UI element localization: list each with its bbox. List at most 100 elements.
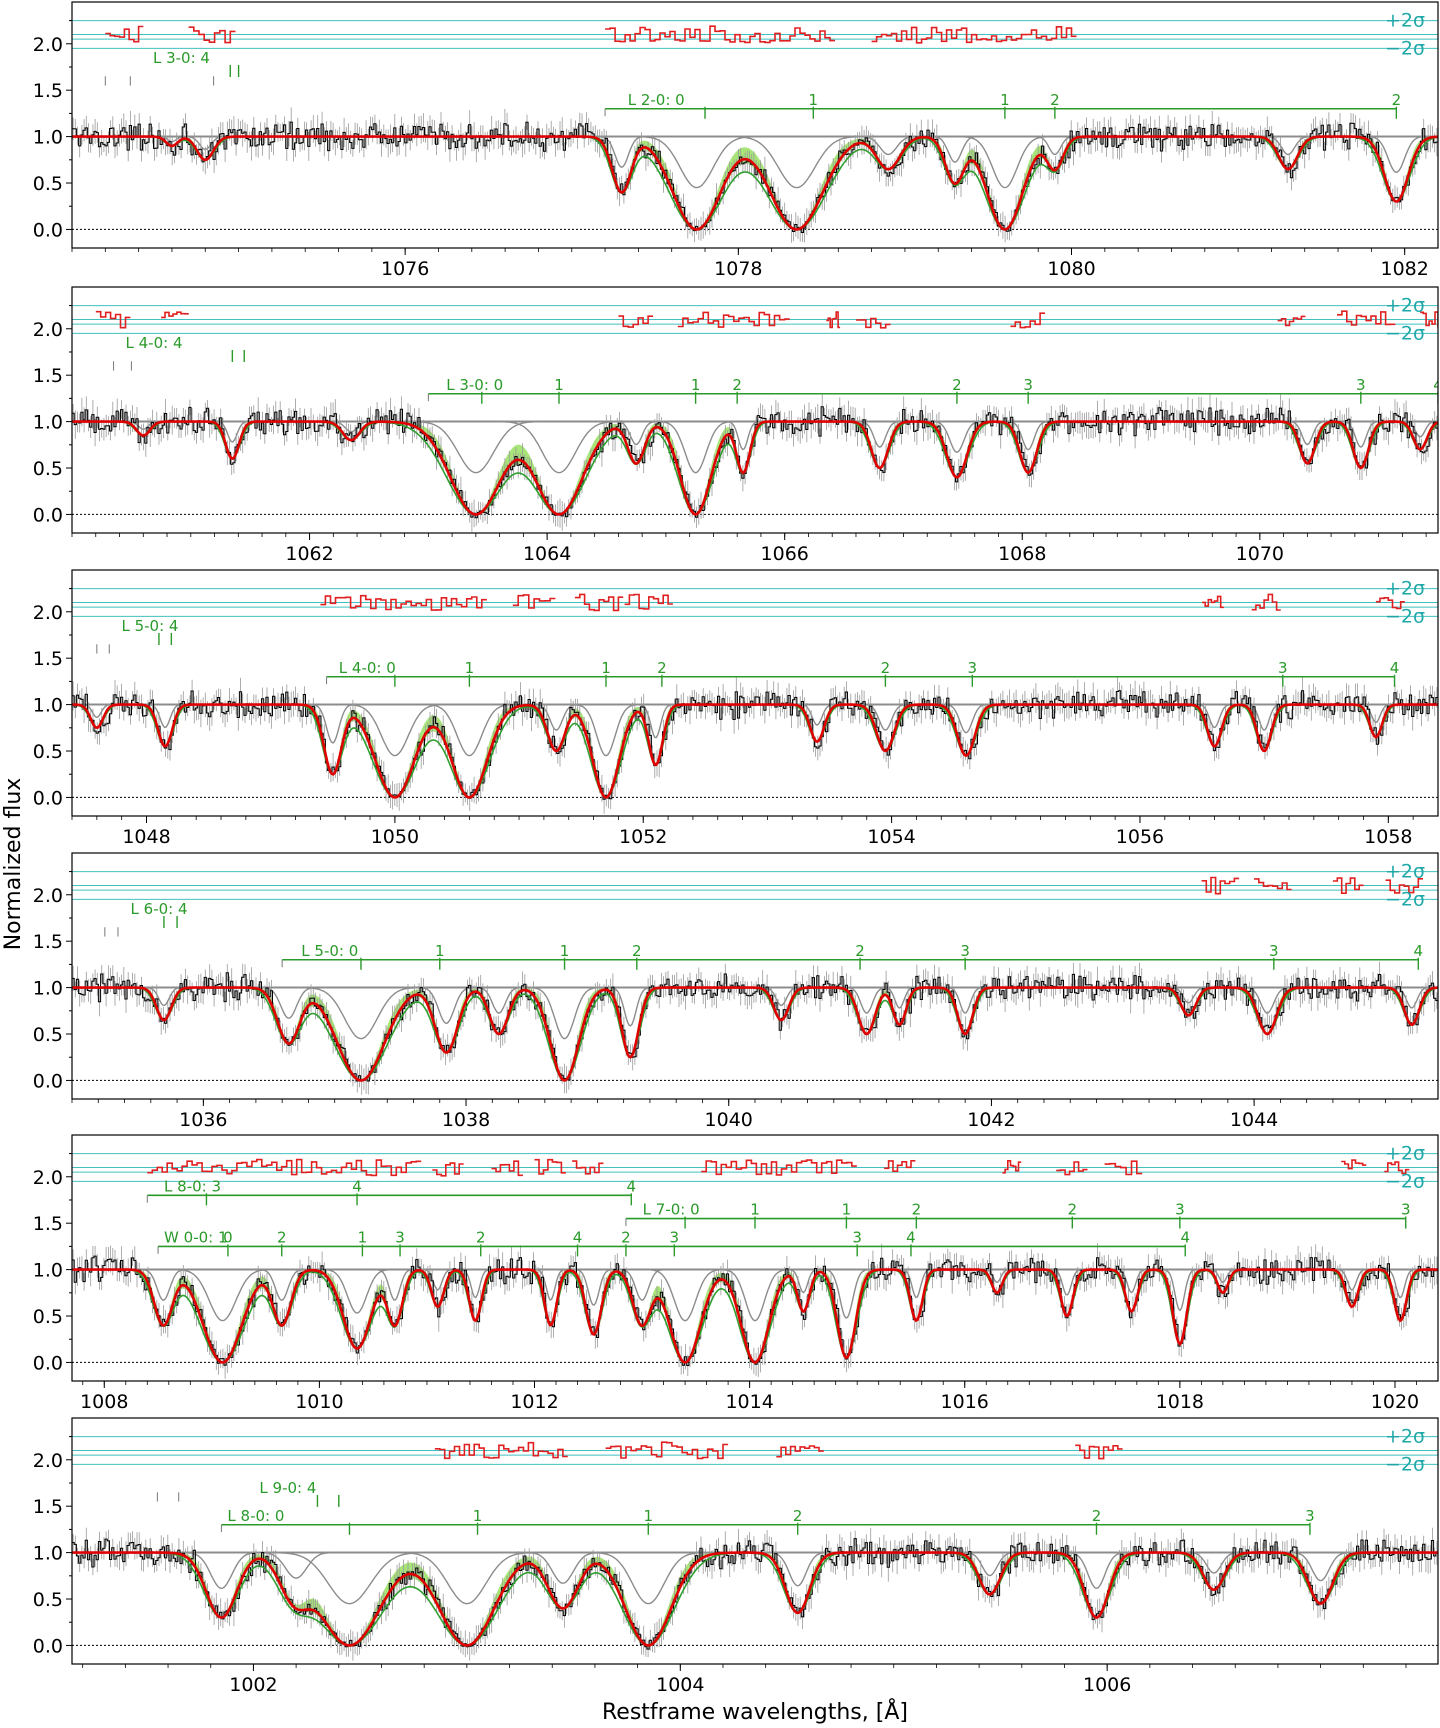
x-axis-label: Restframe wavelengths, [Å]	[602, 1698, 908, 1725]
residual-segment	[1384, 1161, 1410, 1175]
line-system-tick-label: 2	[476, 1228, 486, 1246]
residual-segment	[856, 317, 891, 329]
line-system-tick-label: 2	[657, 659, 667, 677]
residual-segment	[871, 26, 1077, 44]
line-system-tick-label: 4	[1180, 1228, 1190, 1246]
x-tick-label: 1004	[656, 1674, 704, 1696]
line-system-tick-label: 3	[1278, 659, 1288, 677]
residual-segment	[1332, 877, 1364, 894]
y-tick-label: 1.5	[33, 648, 63, 670]
y-tick-label: 1.0	[33, 978, 63, 1000]
y-tick-label: 0.5	[33, 741, 63, 763]
residual-segment	[1002, 1160, 1022, 1174]
x-tick-label: 1044	[1230, 1109, 1278, 1131]
line-system-tick-label: 2	[1392, 91, 1402, 109]
y-tick-label: 1.5	[33, 365, 63, 387]
y-axis-label: Normalized flux	[1, 778, 26, 951]
gray-line	[72, 703, 1438, 757]
residual-segment	[534, 1158, 566, 1175]
x-tick-label: 1056	[1116, 826, 1164, 848]
residual-segment	[1337, 310, 1396, 326]
total-fit	[72, 1268, 1438, 1364]
residual-segment	[1104, 1160, 1143, 1176]
y-tick-label: 2.0	[33, 602, 63, 624]
residual-segment	[1075, 1444, 1123, 1460]
y-tick-label: 1.0	[33, 695, 63, 717]
residual-segment	[512, 594, 556, 609]
line-system-tick-label: 2	[855, 942, 865, 960]
spectrum-errors	[72, 393, 1438, 532]
line-system-tick-label: 2	[793, 1507, 803, 1525]
line-system-tick-label: 0	[223, 1228, 233, 1246]
gray-line	[72, 703, 1438, 744]
residual-segment	[826, 311, 841, 329]
residual-segment	[605, 1441, 729, 1460]
y-tick-label: 0.0	[33, 504, 63, 526]
line-system-tick-label: 2	[632, 942, 642, 960]
panels-group: L 3-0: 4 L 2-0: 0 1 1 2 2 +2σ −2σ 0.0 0.5 1.0 1.5 2.…	[33, 1, 1439, 1696]
residual-segment	[1385, 878, 1423, 894]
line-system-tick-label: 1	[644, 1507, 654, 1525]
residual-segment	[572, 1160, 604, 1175]
residual-segment	[884, 1160, 916, 1172]
spectrum	[72, 121, 1438, 233]
total-fit	[72, 703, 1438, 799]
residual-segment	[677, 311, 790, 328]
spectrum	[72, 690, 1438, 800]
plot-area: L 8-0: 3 4 4L 7-0: 0 1 1 2 2 3 3W 0-0: 10 2 1 3 2 4 2 3…	[72, 1153, 1438, 1379]
total-fit	[72, 1551, 1438, 1647]
residual-segment	[491, 1160, 523, 1177]
y-tick-label: 2.0	[33, 319, 63, 341]
x-tick-label: 1058	[1364, 826, 1412, 848]
panel-frame	[71, 1134, 1439, 1382]
y-tick-label: 0.0	[33, 1352, 63, 1374]
residual-segment	[605, 25, 835, 44]
panel-4: L 6-0: 4 L 5-0: 0 1 1 2 2 3 3 4 +2σ −2σ 0.0 0.5 1.0 1.…	[33, 852, 1439, 1131]
residual-segment	[1254, 878, 1292, 891]
residual-segment	[147, 1158, 422, 1177]
component-line	[72, 986, 1438, 1082]
line-system-label: L 8-0: 3	[164, 1177, 221, 1195]
panel-frame	[71, 1417, 1439, 1665]
sigma-minus-label: −2σ	[1385, 1170, 1425, 1192]
line-system-tick-label: 3	[1023, 376, 1033, 394]
component-band	[72, 136, 1438, 230]
total-fit	[72, 135, 1438, 231]
x-tick-label: 1008	[80, 1391, 128, 1413]
line-system-tick-label: 1	[842, 1201, 852, 1219]
line-system-tick-label: 4	[627, 1177, 637, 1195]
y-tick-label: 0.5	[33, 1589, 63, 1611]
residual-segment	[624, 593, 673, 610]
line-system-label: L 4-0: 4	[126, 334, 183, 352]
y-tick-label: 0.5	[33, 1306, 63, 1328]
line-system-tick-label: 4	[1390, 659, 1400, 677]
residual-segment	[574, 593, 624, 612]
residual-segment	[1202, 595, 1224, 609]
residual-segment	[1341, 1159, 1367, 1170]
line-system-tick-label: 1	[473, 1507, 483, 1525]
gray-line	[72, 703, 1438, 757]
line-system-label: L 9-0: 4	[259, 1479, 316, 1497]
x-tick-label: 1068	[998, 543, 1046, 565]
line-system-tick-label: 1	[1000, 91, 1010, 109]
panel-frame	[71, 1, 1439, 249]
x-tick-label: 1080	[1047, 258, 1095, 280]
x-tick-label: 1012	[510, 1391, 558, 1413]
y-tick-label: 0.5	[33, 173, 63, 195]
component-band	[72, 987, 1438, 1081]
line-system-tick-label: 2	[1068, 1201, 1078, 1219]
line-system-tick-label: 1	[691, 376, 701, 394]
sigma-minus-label: −2σ	[1385, 322, 1425, 344]
residual-segment	[1375, 597, 1405, 610]
y-tick-label: 1.0	[33, 127, 63, 149]
sigma-plus-label: +2σ	[1385, 861, 1425, 883]
gray-line	[72, 703, 1438, 739]
line-system-label: W 0-0: 1	[164, 1228, 227, 1246]
line-system-tick-label: 3	[960, 942, 970, 960]
sigma-plus-label: +2σ	[1385, 295, 1425, 317]
total-fit	[72, 986, 1438, 1082]
y-tick-label: 1.0	[33, 1260, 63, 1282]
line-system-tick-label: 4	[573, 1228, 583, 1246]
line-system-tick-label: 1	[358, 1228, 368, 1246]
